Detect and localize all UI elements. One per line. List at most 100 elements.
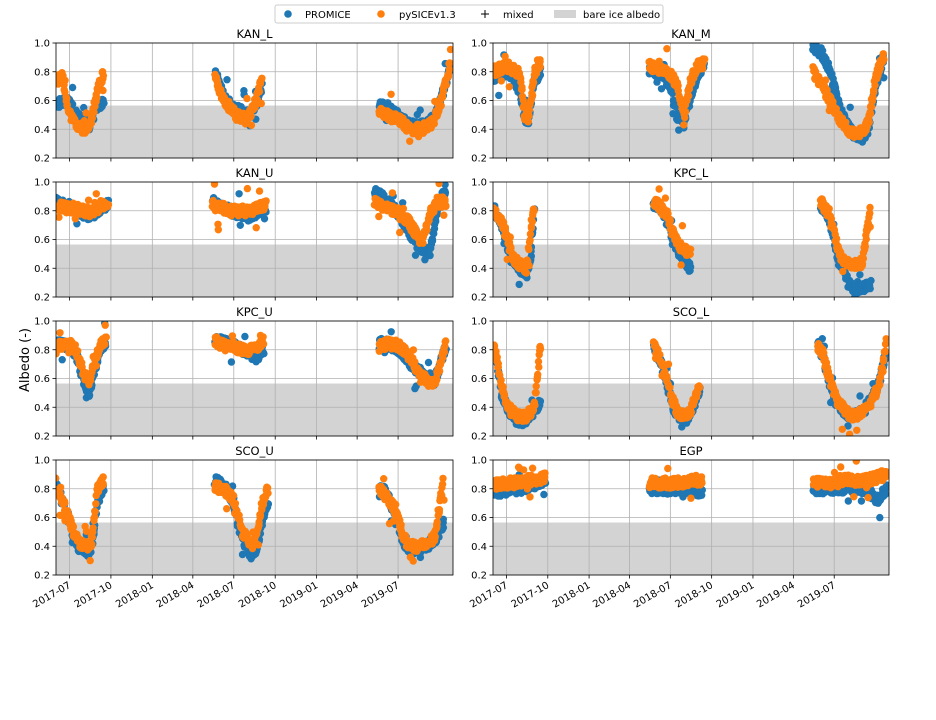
pysice-point xyxy=(409,346,418,354)
bare-ice-band xyxy=(56,244,453,297)
pysice-point xyxy=(71,341,80,349)
promice-point xyxy=(227,358,236,366)
pysice-point xyxy=(532,382,540,390)
promice-point xyxy=(867,276,875,285)
pysice-point xyxy=(99,71,108,80)
legend-frame xyxy=(274,4,664,24)
pysice-point xyxy=(441,195,449,204)
pysice-point xyxy=(406,137,414,145)
pysice-point xyxy=(862,235,870,243)
pysice-point xyxy=(678,222,687,230)
pysice-point xyxy=(84,196,93,204)
pysice-point xyxy=(820,349,828,357)
pysice-point xyxy=(505,83,513,91)
pysice-point xyxy=(375,212,383,221)
promice-point xyxy=(68,100,77,109)
y-tick-label: 0.6 xyxy=(34,235,50,246)
promice-point xyxy=(856,271,864,279)
panels-group: 0.20.40.60.81.0KAN_L0.20.40.60.81.0KAN_M… xyxy=(34,27,890,582)
pysice-point xyxy=(74,347,82,355)
pysice-point xyxy=(535,363,543,371)
pysice-point xyxy=(881,348,889,356)
pysice-point xyxy=(664,360,673,368)
pysice-point xyxy=(661,194,670,202)
promice-point xyxy=(846,103,854,112)
pysice-point xyxy=(696,383,704,392)
pysice-point xyxy=(493,347,500,355)
pysice-point xyxy=(501,52,509,61)
pysice-point xyxy=(440,211,448,219)
pysice-point xyxy=(681,113,689,122)
y-tick-label: 0.6 xyxy=(471,235,487,246)
panel-title: KAN_M xyxy=(671,27,710,41)
promice-point xyxy=(515,280,523,289)
pysice-point xyxy=(525,245,533,254)
pysice-point xyxy=(92,362,101,370)
pysice-point xyxy=(396,228,404,237)
pysice-point xyxy=(529,78,538,87)
pysice-point xyxy=(880,55,888,64)
pysice-point xyxy=(701,55,709,63)
axes-frame xyxy=(492,181,890,298)
panel-title: KAN_U xyxy=(236,166,274,180)
legend-label-promice: PROMICE xyxy=(305,10,351,21)
promice-point xyxy=(223,76,231,84)
axes-frame xyxy=(55,320,454,437)
promice-point xyxy=(100,99,108,107)
pysice-point xyxy=(524,118,532,126)
y-tick-label: 0.8 xyxy=(34,206,50,217)
pysice-point xyxy=(518,85,526,94)
promice-point xyxy=(68,83,77,92)
pysice-point xyxy=(423,226,431,234)
pysice-point xyxy=(259,340,268,348)
pysice-point xyxy=(866,109,875,118)
pysice-point xyxy=(532,388,540,397)
pysice-point xyxy=(867,402,875,411)
panel-title: KAN_L xyxy=(237,27,274,41)
axes-frame xyxy=(55,42,454,159)
promice-point xyxy=(424,358,433,367)
pysice-point xyxy=(262,197,270,205)
y-tick-label: 0.6 xyxy=(34,96,50,107)
pysice-point xyxy=(497,376,505,384)
promice-point xyxy=(241,332,249,341)
pysice-point xyxy=(528,217,537,226)
y-tick-label: 0.8 xyxy=(471,67,487,78)
pysice-point xyxy=(56,329,64,337)
y-tick-label: 0.2 xyxy=(34,293,50,304)
pysice-point xyxy=(861,243,869,251)
pysice-point xyxy=(526,236,534,244)
pysice-point xyxy=(210,182,219,188)
y-tick-label: 0.4 xyxy=(34,125,50,136)
promice-point xyxy=(686,263,695,271)
pysice-point xyxy=(536,56,544,64)
y-tick-label: 0.4 xyxy=(471,264,487,275)
pysice-point xyxy=(214,226,222,234)
legend-label-mixed: mixed xyxy=(503,10,534,21)
pysice-point xyxy=(399,204,408,213)
pysice-point xyxy=(99,86,107,95)
pysice-point xyxy=(255,87,264,96)
promice-point xyxy=(58,356,66,364)
legend-label-bare-ice: bare ice albedo xyxy=(583,10,660,21)
axes-frame xyxy=(492,320,890,437)
pysice-point xyxy=(536,63,544,71)
data-points xyxy=(493,335,889,436)
pysice-point xyxy=(387,90,395,99)
pysice-point xyxy=(832,234,841,243)
y-tick-label: 0.2 xyxy=(34,154,50,165)
pysice-point xyxy=(437,102,445,110)
y-tick-label: 0.8 xyxy=(471,206,487,217)
pysice-point xyxy=(257,99,265,108)
pysice-point xyxy=(827,215,836,223)
pysice-point xyxy=(528,91,537,100)
data-points xyxy=(56,45,453,145)
pysice-point xyxy=(876,381,884,389)
y-tick-label: 0.6 xyxy=(471,96,487,107)
promice-point xyxy=(495,91,503,100)
y-tick-label: 0.2 xyxy=(34,432,50,443)
y-tick-label: 0.2 xyxy=(471,432,487,443)
